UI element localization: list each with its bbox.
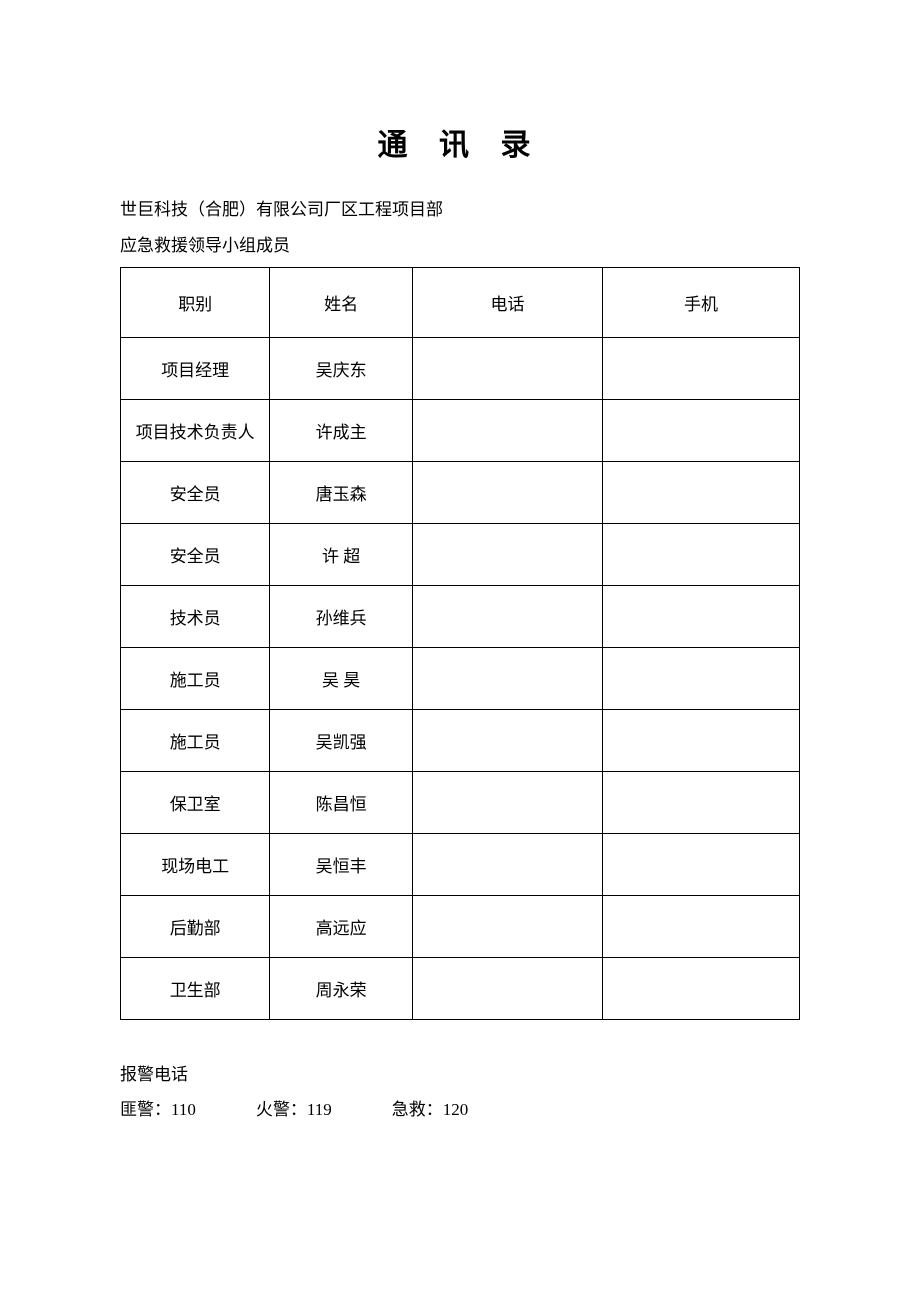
table-row: 施工员 吴 昊: [121, 647, 800, 709]
cell-name: 周永荣: [270, 957, 413, 1019]
contact-table: 职别 姓名 电话 手机 项目经理 吴庆东 项目技术负责人 许成主 安全员 唐玉森…: [120, 267, 800, 1020]
header-phone: 电话: [412, 267, 602, 337]
cell-position: 项目经理: [121, 337, 270, 399]
cell-mobile: [603, 957, 800, 1019]
cell-position: 施工员: [121, 709, 270, 771]
cell-phone: [412, 461, 602, 523]
cell-position: 施工员: [121, 647, 270, 709]
cell-mobile: [603, 337, 800, 399]
emergency-label: 匪警：: [120, 1100, 171, 1119]
emergency-number: 110: [171, 1100, 196, 1119]
cell-phone: [412, 399, 602, 461]
cell-name: 高远应: [270, 895, 413, 957]
emergency-label: 火警：: [256, 1100, 307, 1119]
cell-mobile: [603, 399, 800, 461]
emergency-label: 急救：: [392, 1100, 443, 1119]
cell-phone: [412, 771, 602, 833]
header-mobile: 手机: [603, 267, 800, 337]
cell-mobile: [603, 771, 800, 833]
table-row: 项目技术负责人 许成主: [121, 399, 800, 461]
table-row: 现场电工 吴恒丰: [121, 833, 800, 895]
header-position: 职别: [121, 267, 270, 337]
cell-position: 卫生部: [121, 957, 270, 1019]
cell-phone: [412, 957, 602, 1019]
cell-position: 后勤部: [121, 895, 270, 957]
cell-name: 孙维兵: [270, 585, 413, 647]
emergency-item: 匪警：110: [120, 1095, 196, 1120]
cell-position: 项目技术负责人: [121, 399, 270, 461]
header-name: 姓名: [270, 267, 413, 337]
cell-position: 技术员: [121, 585, 270, 647]
cell-mobile: [603, 709, 800, 771]
cell-mobile: [603, 647, 800, 709]
cell-phone: [412, 895, 602, 957]
cell-phone: [412, 709, 602, 771]
table-header-row: 职别 姓名 电话 手机: [121, 267, 800, 337]
cell-phone: [412, 833, 602, 895]
cell-name: 吴 昊: [270, 647, 413, 709]
emergency-number: 120: [443, 1100, 469, 1119]
cell-phone: [412, 585, 602, 647]
cell-name: 许成主: [270, 399, 413, 461]
emergency-numbers-row: 匪警：110 火警：119 急救：120: [120, 1095, 800, 1120]
table-row: 施工员 吴凯强: [121, 709, 800, 771]
cell-name: 吴庆东: [270, 337, 413, 399]
cell-position: 现场电工: [121, 833, 270, 895]
subtitle-line-1: 世巨科技（合肥）有限公司厂区工程项目部: [120, 194, 800, 226]
table-row: 项目经理 吴庆东: [121, 337, 800, 399]
cell-position: 安全员: [121, 461, 270, 523]
cell-position: 保卫室: [121, 771, 270, 833]
cell-name: 陈昌恒: [270, 771, 413, 833]
cell-name: 唐玉森: [270, 461, 413, 523]
cell-position: 安全员: [121, 523, 270, 585]
emergency-section-label: 报警电话: [120, 1060, 800, 1085]
table-row: 后勤部 高远应: [121, 895, 800, 957]
table-row: 安全员 许 超: [121, 523, 800, 585]
page-title: 通 讯 录: [120, 120, 800, 164]
emergency-item: 急救：120: [392, 1095, 469, 1120]
cell-mobile: [603, 461, 800, 523]
emergency-number: 119: [307, 1100, 332, 1119]
table-row: 保卫室 陈昌恒: [121, 771, 800, 833]
table-row: 安全员 唐玉森: [121, 461, 800, 523]
cell-phone: [412, 337, 602, 399]
table-row: 技术员 孙维兵: [121, 585, 800, 647]
cell-phone: [412, 647, 602, 709]
table-row: 卫生部 周永荣: [121, 957, 800, 1019]
cell-name: 吴凯强: [270, 709, 413, 771]
cell-mobile: [603, 833, 800, 895]
cell-mobile: [603, 585, 800, 647]
cell-name: 许 超: [270, 523, 413, 585]
emergency-item: 火警：119: [256, 1095, 332, 1120]
cell-mobile: [603, 523, 800, 585]
cell-name: 吴恒丰: [270, 833, 413, 895]
cell-mobile: [603, 895, 800, 957]
subtitle-line-2: 应急救援领导小组成员: [120, 230, 800, 262]
cell-phone: [412, 523, 602, 585]
